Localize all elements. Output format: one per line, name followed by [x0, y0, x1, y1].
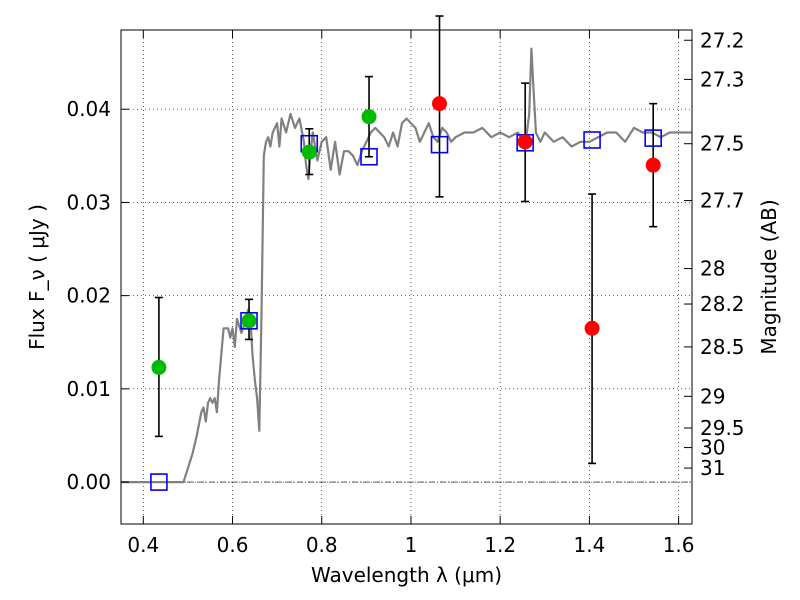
right-tick-label: 27.2	[700, 28, 745, 52]
x-tick-label: 1.6	[663, 533, 695, 557]
y-tick-label: 0.01	[66, 377, 111, 401]
photometry-point	[151, 359, 167, 375]
right-tick-label: 27.7	[700, 189, 745, 213]
right-tick-label: 27.5	[700, 132, 745, 156]
photometry-point	[361, 109, 377, 125]
x-tick-label: 1.4	[573, 533, 605, 557]
axes-frame	[120, 29, 693, 525]
right-tick-label: 27.3	[700, 67, 745, 91]
y-tick-label: 0.00	[66, 470, 111, 494]
spectrum-line	[121, 47, 692, 484]
right-tick-label: 31	[700, 456, 725, 480]
y-axis-label: Flux F_ν ( μJy )	[25, 204, 49, 350]
grid-layer	[121, 30, 692, 524]
x-tick-label: 0.8	[306, 533, 338, 557]
y-tick-label: 0.04	[66, 97, 111, 121]
right-tick-label: 28	[700, 257, 725, 281]
x-tick-label: 1	[405, 533, 418, 557]
photometry-points-layer	[151, 15, 661, 465]
y-tick-label: 0.03	[66, 190, 111, 214]
model-square-marker	[150, 473, 168, 491]
right-axis-label: Magnitude (AB)	[757, 199, 781, 354]
right-tick-label: 29.5	[700, 416, 745, 440]
spectrum-layer	[121, 47, 692, 484]
model-square-marker	[583, 131, 601, 149]
x-axis-label: Wavelength λ (μm)	[311, 563, 502, 587]
photometry-point	[584, 320, 600, 336]
photometry-point	[241, 313, 257, 329]
right-tick-label: 28.2	[700, 292, 745, 316]
photometry-point	[645, 157, 661, 173]
model-squares-layer	[150, 129, 662, 491]
photometry-point	[517, 134, 533, 150]
x-tick-label: 0.4	[127, 533, 159, 557]
photometry-point	[432, 96, 448, 112]
right-tick-label: 28.5	[700, 335, 745, 359]
x-tick-label: 0.6	[217, 533, 249, 557]
right-tick-label: 29	[700, 384, 725, 408]
right-tick-label: 30	[700, 436, 725, 460]
tick-layer: 0.4 0.6 0.8 1 1.2 1.4 1.6 0.00 0.01 0.02 0.03 0.04 2…	[66, 28, 744, 557]
x-tick-label: 1.2	[484, 533, 516, 557]
photometry-point	[301, 144, 317, 160]
y-tick-label: 0.02	[66, 284, 111, 308]
